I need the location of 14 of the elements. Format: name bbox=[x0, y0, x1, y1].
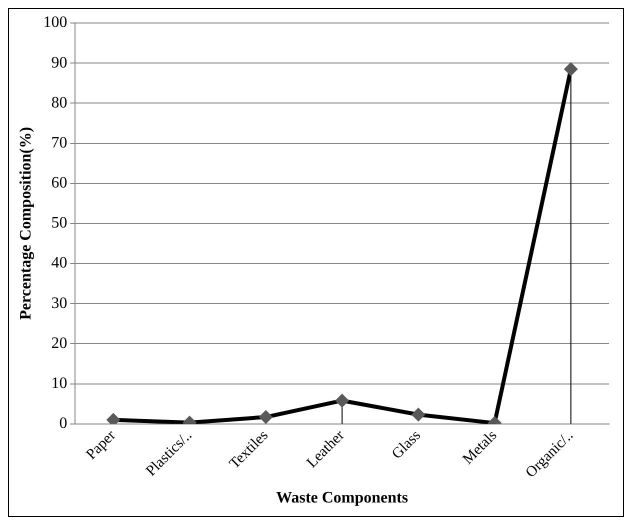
y-axis-title: Percentage Composition(%) bbox=[18, 126, 35, 320]
y-tick-label: 30 bbox=[51, 294, 68, 312]
y-tick-label: 0 bbox=[59, 415, 68, 432]
x-axis-title: Waste Components bbox=[276, 490, 408, 507]
y-tick-label: 80 bbox=[51, 94, 68, 112]
x-tick-label: Glass bbox=[389, 427, 424, 462]
y-tick-label: 40 bbox=[51, 254, 68, 272]
y-tick-label: 20 bbox=[51, 334, 68, 352]
y-tick-label: 70 bbox=[51, 134, 68, 152]
y-tick-label: 50 bbox=[51, 214, 68, 232]
y-tick-label: 100 bbox=[43, 14, 68, 32]
y-tick-label: 90 bbox=[51, 54, 68, 72]
y-tick-label: 10 bbox=[51, 374, 68, 392]
y-tick-label: 60 bbox=[51, 174, 68, 192]
